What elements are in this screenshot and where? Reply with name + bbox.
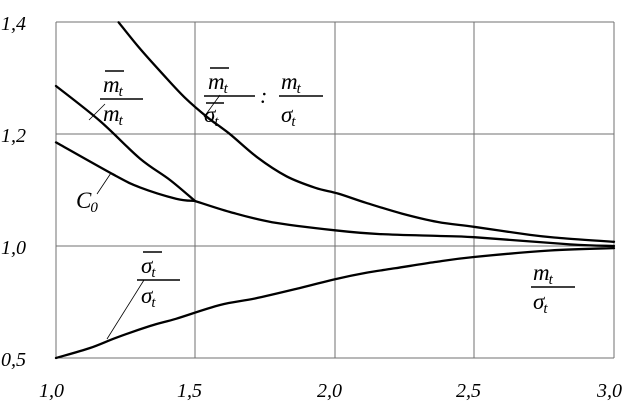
svg-text:3,0: 3,0 [596, 380, 622, 402]
svg-text::: : [260, 83, 267, 108]
svg-text:1,5: 1,5 [177, 380, 202, 402]
svg-text:1,0: 1,0 [1, 237, 26, 259]
svg-text:2,0: 2,0 [317, 380, 342, 402]
svg-text:1,2: 1,2 [1, 125, 26, 147]
svg-text:1,4: 1,4 [1, 13, 26, 35]
svg-text:2,5: 2,5 [456, 380, 481, 402]
svg-text:1,0: 1,0 [39, 380, 64, 402]
svg-text:0,5: 0,5 [1, 349, 26, 371]
